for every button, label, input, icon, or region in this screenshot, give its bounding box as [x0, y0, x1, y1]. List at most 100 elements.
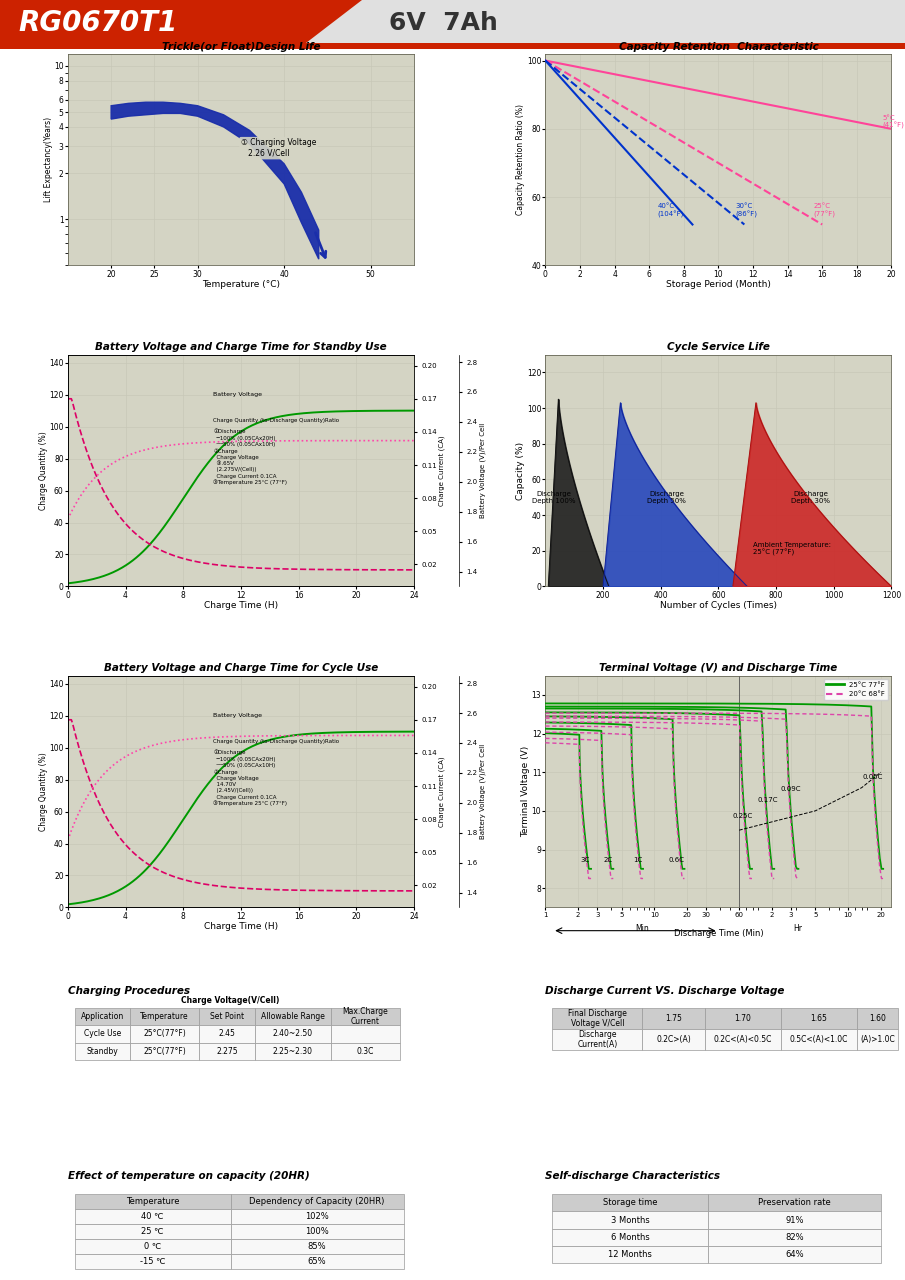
Text: 3 Months: 3 Months [611, 1216, 650, 1225]
Text: 5°C
(41°F): 5°C (41°F) [882, 114, 905, 129]
Text: Cycle Use: Cycle Use [84, 1029, 121, 1038]
Text: 1.75: 1.75 [665, 1014, 681, 1023]
Text: Hr: Hr [794, 924, 803, 933]
Text: 25°C(77°F): 25°C(77°F) [143, 1047, 186, 1056]
FancyBboxPatch shape [75, 1210, 231, 1225]
Text: 0.5C<(A)<1.0C: 0.5C<(A)<1.0C [789, 1036, 848, 1044]
FancyBboxPatch shape [552, 1194, 708, 1211]
FancyBboxPatch shape [705, 1009, 781, 1029]
Text: 40°C
(104°F): 40°C (104°F) [658, 204, 684, 218]
FancyBboxPatch shape [75, 1043, 130, 1060]
Text: Discharge Current VS. Discharge Voltage: Discharge Current VS. Discharge Voltage [546, 986, 785, 996]
Text: 2C: 2C [604, 858, 613, 863]
Y-axis label: Terminal Voltage (V): Terminal Voltage (V) [521, 746, 530, 837]
Text: 82%: 82% [786, 1233, 804, 1242]
FancyBboxPatch shape [857, 1029, 899, 1051]
FancyBboxPatch shape [75, 1194, 231, 1210]
FancyBboxPatch shape [708, 1211, 881, 1229]
FancyBboxPatch shape [552, 1029, 643, 1051]
Legend: 25°C 77°F, 20°C 68°F: 25°C 77°F, 20°C 68°F [824, 680, 888, 700]
FancyBboxPatch shape [857, 1009, 899, 1029]
FancyBboxPatch shape [75, 1239, 231, 1254]
Text: 0 ℃: 0 ℃ [144, 1243, 161, 1252]
Title: Battery Voltage and Charge Time for Standby Use: Battery Voltage and Charge Time for Stan… [95, 343, 386, 352]
Text: Set Point: Set Point [210, 1012, 244, 1021]
Text: ① Charging Voltage
   2.26 V/Cell: ① Charging Voltage 2.26 V/Cell [241, 138, 316, 157]
FancyBboxPatch shape [231, 1225, 404, 1239]
Text: Final Discharge
Voltage V/Cell: Final Discharge Voltage V/Cell [567, 1009, 627, 1028]
Y-axis label: Capacity (%): Capacity (%) [517, 442, 525, 499]
Text: Preservation rate: Preservation rate [758, 1198, 831, 1207]
Title: Battery Voltage and Charge Time for Cycle Use: Battery Voltage and Charge Time for Cycl… [104, 663, 378, 673]
FancyBboxPatch shape [643, 1029, 705, 1051]
Text: 40 ℃: 40 ℃ [141, 1212, 164, 1221]
Text: 6V  7Ah: 6V 7Ah [389, 12, 498, 36]
Text: 0.17C: 0.17C [757, 797, 778, 803]
Y-axis label: Charge Quantity (%): Charge Quantity (%) [39, 431, 48, 509]
FancyBboxPatch shape [199, 1025, 254, 1043]
FancyBboxPatch shape [708, 1245, 881, 1263]
Y-axis label: Battery Voltage (V)/Per Cell: Battery Voltage (V)/Per Cell [479, 744, 486, 840]
FancyBboxPatch shape [705, 1029, 781, 1051]
Text: Discharge
Depth 30%: Discharge Depth 30% [791, 490, 830, 504]
Text: (A)>1.0C: (A)>1.0C [861, 1036, 895, 1044]
Text: 0.25C: 0.25C [733, 813, 753, 819]
Text: Min: Min [635, 924, 649, 933]
Text: 2.275: 2.275 [216, 1047, 238, 1056]
Text: 91%: 91% [786, 1216, 804, 1225]
FancyBboxPatch shape [75, 1225, 231, 1239]
FancyBboxPatch shape [231, 1194, 404, 1210]
Polygon shape [0, 0, 362, 49]
Text: Charging Procedures: Charging Procedures [68, 986, 190, 996]
Text: Standby: Standby [87, 1047, 119, 1056]
Text: 0.09C: 0.09C [781, 786, 801, 791]
Text: Charge Quantity (to-Discharge Quantity)Ratio: Charge Quantity (to-Discharge Quantity)R… [214, 739, 339, 744]
Text: 0.2C<(A)<0.5C: 0.2C<(A)<0.5C [713, 1036, 772, 1044]
FancyBboxPatch shape [130, 1043, 199, 1060]
Text: Discharge
Depth 50%: Discharge Depth 50% [647, 490, 686, 504]
X-axis label: Charge Time (H): Charge Time (H) [204, 922, 278, 931]
FancyBboxPatch shape [552, 1009, 643, 1029]
Text: ①Discharge
  ─100% (0.05CAx20H)
  ┄┄50% (0.05CAx10H)
②Charge
  Charge Voltage
  : ①Discharge ─100% (0.05CAx20H) ┄┄50% (0.0… [214, 750, 287, 806]
Text: 0.2C>(A): 0.2C>(A) [656, 1036, 691, 1044]
FancyBboxPatch shape [130, 1025, 199, 1043]
Text: -15 ℃: -15 ℃ [140, 1257, 166, 1266]
Text: Max.Charge
Current: Max.Charge Current [343, 1007, 388, 1027]
FancyBboxPatch shape [254, 1025, 331, 1043]
Text: 65%: 65% [308, 1257, 327, 1266]
Text: Dependency of Capacity (20HR): Dependency of Capacity (20HR) [250, 1197, 385, 1206]
FancyBboxPatch shape [199, 1009, 254, 1025]
Text: 30°C
(86°F): 30°C (86°F) [736, 204, 757, 218]
FancyBboxPatch shape [781, 1029, 857, 1051]
FancyBboxPatch shape [75, 1009, 130, 1025]
Y-axis label: Charge Current (CA): Charge Current (CA) [439, 756, 445, 827]
Text: 0.05C: 0.05C [862, 774, 882, 780]
Bar [0, 42, 905, 49]
FancyBboxPatch shape [199, 1043, 254, 1060]
FancyBboxPatch shape [75, 1254, 231, 1270]
Text: 25 ℃: 25 ℃ [141, 1228, 164, 1236]
Text: 102%: 102% [305, 1212, 329, 1221]
Text: 25°C(77°F): 25°C(77°F) [143, 1029, 186, 1038]
Text: Discharge
Current(A): Discharge Current(A) [577, 1030, 617, 1050]
Text: 6 Months: 6 Months [611, 1233, 650, 1242]
X-axis label: Discharge Time (Min): Discharge Time (Min) [673, 929, 763, 938]
Text: Temperature: Temperature [126, 1197, 179, 1206]
Text: Allowable Range: Allowable Range [261, 1012, 325, 1021]
Text: Ambient Temperature:
25°C (77°F): Ambient Temperature: 25°C (77°F) [753, 541, 831, 556]
Text: 25°C
(77°F): 25°C (77°F) [814, 204, 835, 218]
FancyBboxPatch shape [231, 1239, 404, 1254]
FancyBboxPatch shape [130, 1009, 199, 1025]
Text: 12 Months: 12 Months [608, 1249, 653, 1258]
FancyBboxPatch shape [231, 1254, 404, 1270]
Text: 100%: 100% [305, 1228, 329, 1236]
Y-axis label: Capacity Retention Ratio (%): Capacity Retention Ratio (%) [517, 104, 525, 215]
Text: Charge Voltage(V/Cell): Charge Voltage(V/Cell) [181, 996, 280, 1005]
FancyBboxPatch shape [331, 1009, 400, 1025]
Text: 1.65: 1.65 [810, 1014, 827, 1023]
FancyBboxPatch shape [331, 1025, 400, 1043]
Text: ①Discharge
  ─100% (0.05CAx20H)
  ┄┄50% (0.05CAx10H)
②Charge
  Charge Voltage
  : ①Discharge ─100% (0.05CAx20H) ┄┄50% (0.0… [214, 429, 287, 485]
Y-axis label: Charge Current (CA): Charge Current (CA) [439, 435, 445, 506]
Text: 0.6C: 0.6C [669, 858, 684, 863]
FancyBboxPatch shape [75, 1025, 130, 1043]
